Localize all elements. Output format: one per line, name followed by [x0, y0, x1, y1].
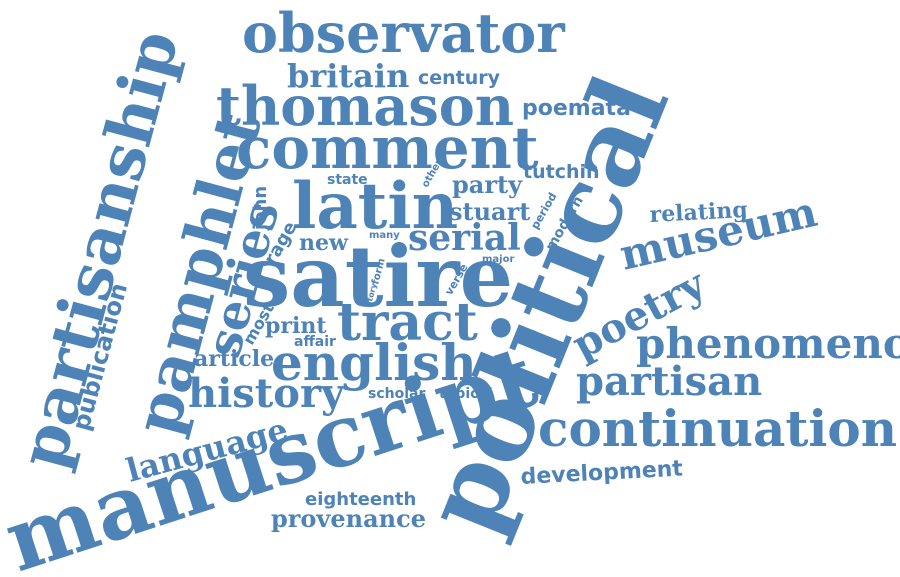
word-poemata: poemata [522, 96, 631, 121]
word-observator: observator [242, 1, 565, 65]
word-affair: affair [294, 334, 336, 350]
word-provenance: provenance [271, 504, 426, 533]
word-tutchin: tutchin [523, 161, 600, 183]
word-satire: satire [243, 227, 513, 326]
word-stuart: stuart [449, 197, 530, 226]
word-scholar: scholar [368, 386, 425, 402]
word-john: john [250, 186, 271, 231]
word-topical: topical [439, 386, 493, 402]
word-serial: serial [408, 217, 521, 259]
word-many: many [369, 230, 400, 241]
word-major: major [482, 254, 514, 265]
word-latin: latin [292, 169, 458, 244]
word-article: article [194, 346, 274, 372]
word-new: new [299, 230, 349, 256]
word-print: print [265, 313, 327, 339]
word-continuation: continuation [538, 399, 897, 458]
word-britain: britain [287, 57, 409, 95]
word-phenomenon: phenomenon [636, 319, 900, 368]
word-state: state [327, 172, 368, 188]
word-tract: tract [337, 292, 478, 353]
word-english: english [271, 333, 477, 392]
word-comment: comment [236, 114, 539, 182]
word-eighteenth: eighteenth [305, 489, 416, 510]
word-party: party [452, 170, 523, 199]
word-partisan: partisan [576, 358, 762, 405]
word-century: century [418, 67, 501, 89]
word-thomason: thomason [216, 74, 514, 138]
word-history: history [188, 370, 346, 417]
word-relating: relating [649, 197, 748, 228]
